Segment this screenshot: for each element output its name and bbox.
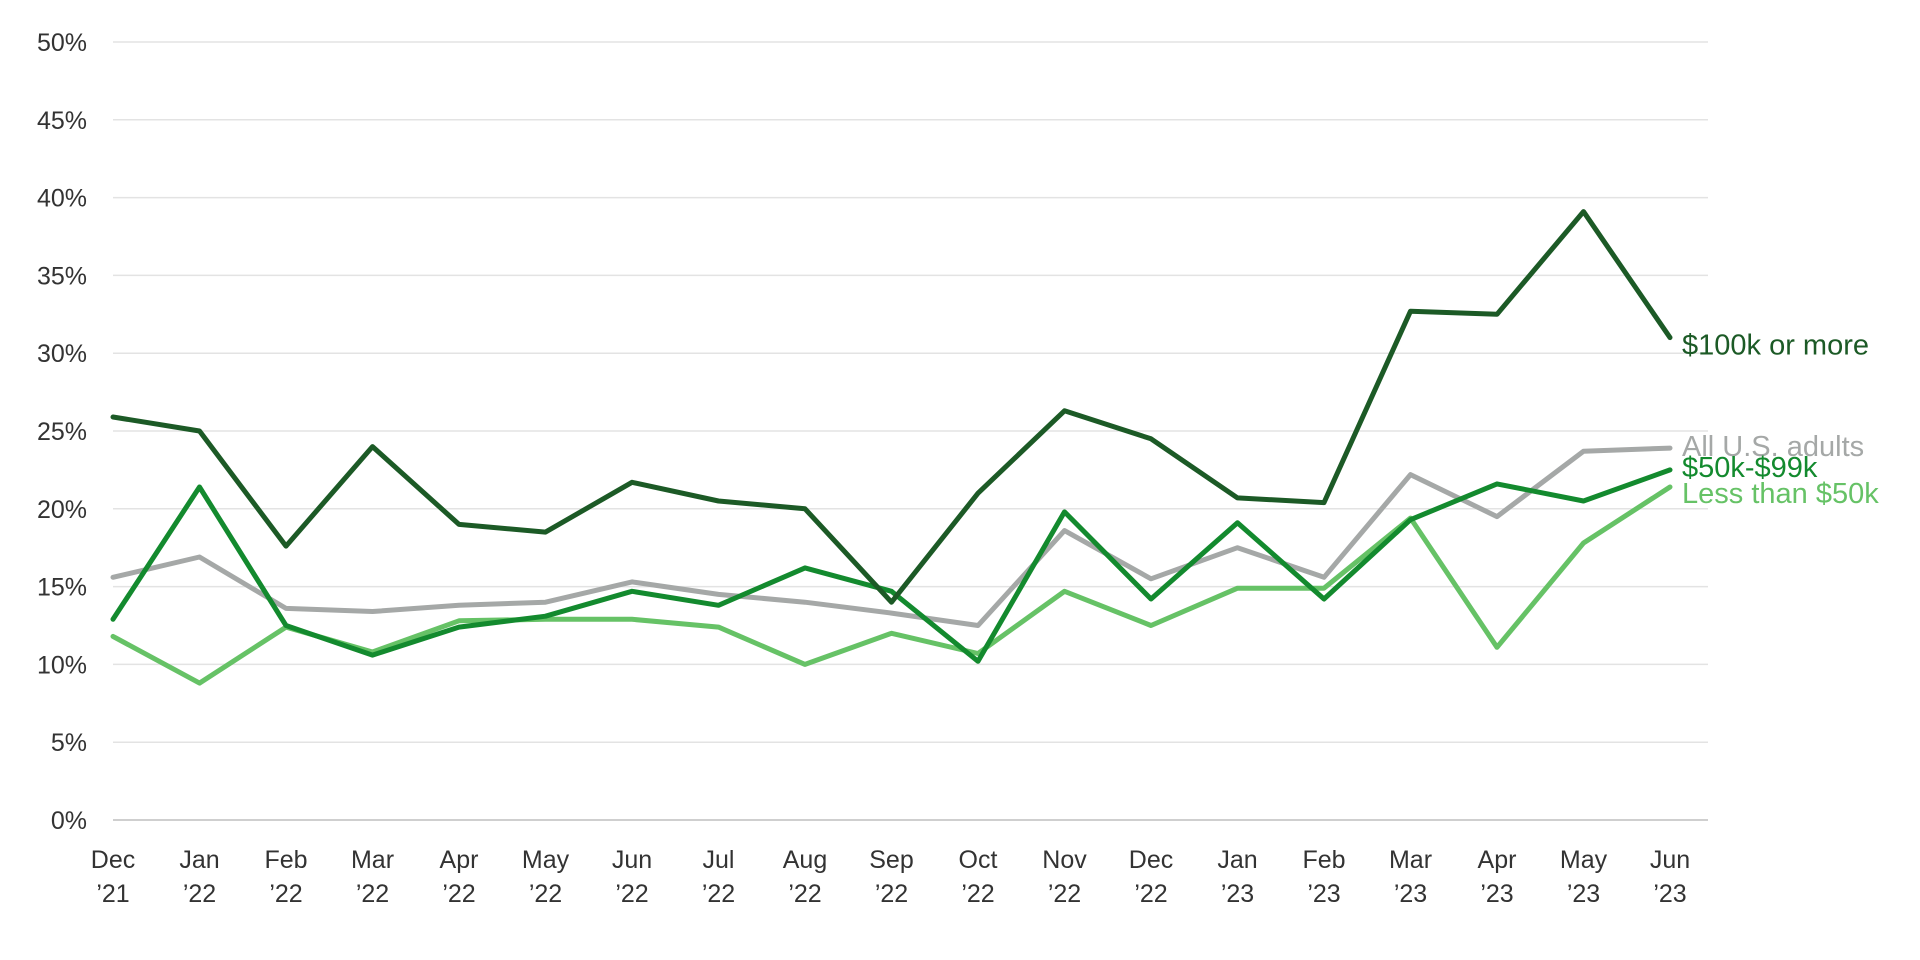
x-tick-label-month: Dec xyxy=(1129,846,1173,874)
series-labels: All U.S. adults Less than $50k$50k-$99k $1… xyxy=(1682,330,1879,510)
x-tick-label-year: ’22 xyxy=(702,880,735,908)
x-tick-label-year: ’22 xyxy=(961,880,994,908)
x-tick-label-month: Jun xyxy=(1650,846,1690,874)
series-label: $100k or more xyxy=(1682,330,1869,362)
x-tick-label-month: Nov xyxy=(1042,846,1087,874)
x-tick-label-month: Apr xyxy=(440,846,479,874)
x-tick-label-month: Jul xyxy=(703,846,735,874)
y-tick-label: 5% xyxy=(51,729,87,757)
series-label: Less than $50k xyxy=(1682,478,1879,510)
x-tick-label-year: ’21 xyxy=(96,880,129,908)
x-tick-label-month: Mar xyxy=(1389,846,1432,874)
series-label: $50k-$99k xyxy=(1682,452,1818,484)
x-tick-label-month: Feb xyxy=(1302,846,1345,874)
y-tick-label: 20% xyxy=(37,496,87,524)
x-tick-label-year: ’22 xyxy=(269,880,302,908)
x-tick-label-month: Dec xyxy=(91,846,135,874)
y-tick-label: 50% xyxy=(37,29,87,57)
x-tick-label-year: ’22 xyxy=(1134,880,1167,908)
series-label: All U.S. adults xyxy=(1682,431,1864,463)
series-line-2 xyxy=(110,467,1673,664)
x-tick-label-year: ’22 xyxy=(788,880,821,908)
x-tick-label-year: ’22 xyxy=(615,880,648,908)
y-tick-label: 25% xyxy=(37,418,87,446)
x-tick-label-month: May xyxy=(522,846,570,874)
x-tick-label-year: ’23 xyxy=(1653,880,1686,908)
x-tick-label-month: Feb xyxy=(264,846,307,874)
x-tick-label-year: ’22 xyxy=(1048,880,1081,908)
y-tick-label: 10% xyxy=(37,651,87,679)
y-tick-label: 45% xyxy=(37,107,87,135)
y-tick-label: 30% xyxy=(37,340,87,368)
series-line-3 xyxy=(110,209,1673,605)
x-tick-label-year: ’22 xyxy=(183,880,216,908)
x-tick-label-month: Jan xyxy=(179,846,219,874)
y-tick-label: 40% xyxy=(37,185,87,213)
x-tick-label-year: ’22 xyxy=(529,880,562,908)
y-axis-ticks: 0% 5% 10% 15% 20% 25% 30% 35% 40% 45% 50% xyxy=(37,29,87,835)
x-tick-label-year: ’23 xyxy=(1307,880,1340,908)
x-tick-label-month: Sep xyxy=(869,846,913,874)
x-tick-label-month: May xyxy=(1560,846,1608,874)
x-tick-label-month: Mar xyxy=(351,846,394,874)
y-tick-label: 0% xyxy=(51,807,87,835)
x-tick-label-month: Oct xyxy=(959,846,998,874)
series-line-0 xyxy=(110,445,1673,628)
x-axis-ticks: Dec ’21 Jan ’22 Feb ’22 Mar ’22 Apr ’22 May ’22 Jun ’… xyxy=(91,846,1690,908)
series-line-1 xyxy=(110,484,1673,686)
series-lines xyxy=(110,209,1673,686)
y-tick-label: 15% xyxy=(37,574,87,602)
x-tick-label-year: ’23 xyxy=(1394,880,1427,908)
x-tick-label-year: ’23 xyxy=(1567,880,1600,908)
x-tick-label-year: ’22 xyxy=(875,880,908,908)
y-tick-label: 35% xyxy=(37,262,87,290)
x-tick-label-month: Apr xyxy=(1478,846,1517,874)
x-tick-label-year: ’23 xyxy=(1221,880,1254,908)
x-tick-label-year: ’22 xyxy=(356,880,389,908)
gridlines xyxy=(113,41,1708,821)
x-tick-label-month: Jan xyxy=(1217,846,1257,874)
x-tick-label-month: Jun xyxy=(612,846,652,874)
x-tick-label-year: ’22 xyxy=(442,880,475,908)
x-tick-label-year: ’23 xyxy=(1480,880,1513,908)
x-tick-label-month: Aug xyxy=(783,846,827,874)
